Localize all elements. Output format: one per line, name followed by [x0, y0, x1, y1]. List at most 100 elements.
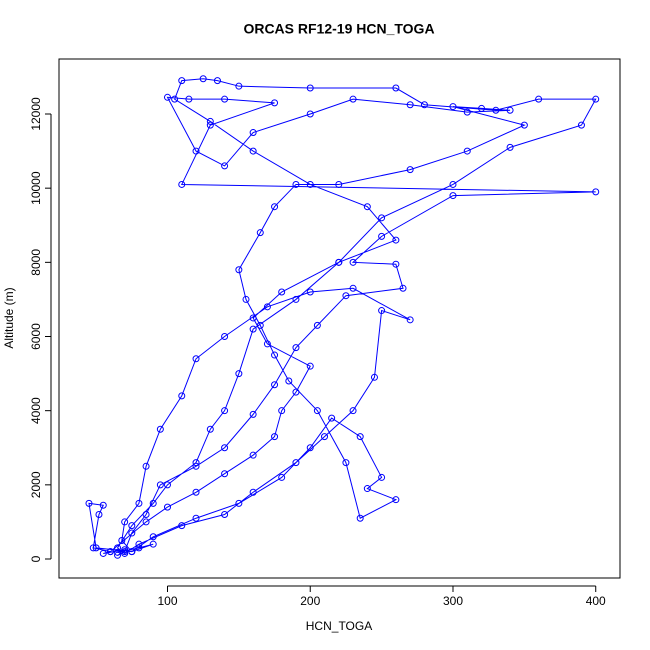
data-point: [106, 548, 114, 556]
data-point: [185, 95, 193, 103]
data-point: [335, 180, 343, 188]
data-point: [249, 314, 257, 322]
data-point: [592, 188, 600, 196]
data-point: [206, 117, 214, 125]
data-point: [506, 106, 514, 114]
data-point: [370, 373, 378, 381]
data-point: [306, 110, 314, 118]
data-point: [206, 121, 214, 129]
data-point: [235, 499, 243, 507]
data-point: [313, 407, 321, 415]
data-point: [592, 95, 600, 103]
data-point: [221, 444, 229, 452]
data-point: [135, 540, 143, 548]
data-point: [378, 232, 386, 240]
data-point: [292, 344, 300, 352]
data-point: [249, 129, 257, 137]
data-point: [306, 180, 314, 188]
data-point: [278, 407, 286, 415]
data-point: [89, 544, 97, 552]
data-point: [420, 101, 428, 109]
data-point: [163, 503, 171, 511]
data-point: [142, 462, 150, 470]
data-point: [199, 75, 207, 83]
data-point: [221, 95, 229, 103]
data-point: [577, 121, 585, 129]
data-point: [192, 514, 200, 522]
x-tick-label: 400: [586, 594, 606, 608]
data-point: [349, 95, 357, 103]
data-point: [392, 84, 400, 92]
data-point: [256, 229, 264, 237]
data-point: [356, 433, 364, 441]
data-point: [449, 103, 457, 111]
data-point: [263, 340, 271, 348]
data-point: [285, 377, 293, 385]
data-point: [114, 544, 122, 552]
data-point: [249, 410, 257, 418]
data-point: [221, 511, 229, 519]
data-point: [306, 84, 314, 92]
data-point: [221, 470, 229, 478]
data-point: [221, 407, 229, 415]
data-point: [321, 433, 329, 441]
y-tick-label: 12000: [29, 97, 43, 131]
data-point: [378, 473, 386, 481]
data-point: [95, 511, 103, 519]
data-point: [392, 236, 400, 244]
data-point: [171, 95, 179, 103]
data-point: [271, 99, 279, 107]
data-point: [263, 303, 271, 311]
data-point: [121, 546, 129, 554]
data-point: [149, 540, 157, 548]
data-point: [378, 307, 386, 315]
data-point: [292, 459, 300, 467]
data-point: [213, 77, 221, 85]
data-point: [235, 266, 243, 274]
y-tick-label: 2000: [29, 471, 43, 498]
x-tick-label: 300: [443, 594, 463, 608]
data-point: [342, 459, 350, 467]
data-point: [142, 511, 150, 519]
data-point: [128, 529, 136, 537]
data-point: [92, 544, 100, 552]
data-point: [178, 77, 186, 85]
data-point: [406, 166, 414, 174]
y-tick-label: 6000: [29, 323, 43, 350]
data-point: [292, 295, 300, 303]
data-point: [271, 381, 279, 389]
data-point: [235, 370, 243, 378]
data-line: [88, 78, 597, 556]
data-point: [256, 321, 264, 329]
data-point: [192, 147, 200, 155]
data-point: [99, 501, 107, 509]
data-point: [392, 496, 400, 504]
data-point: [271, 433, 279, 441]
x-tick-label: 200: [300, 594, 320, 608]
data-point: [163, 481, 171, 489]
plot-frame: [58, 58, 621, 579]
data-point: [506, 143, 514, 151]
data-point: [235, 82, 243, 90]
data-point: [478, 104, 486, 112]
data-point: [192, 488, 200, 496]
x-tick-label: 100: [157, 594, 177, 608]
data-point: [142, 518, 150, 526]
data-point: [156, 481, 164, 489]
data-point: [349, 284, 357, 292]
data-point: [356, 514, 364, 522]
data-point: [463, 108, 471, 116]
data-point: [121, 548, 129, 556]
y-tick-label: 8000: [29, 249, 43, 276]
data-point: [163, 93, 171, 101]
x-axis-label: HCN_TOGA: [306, 619, 372, 633]
data-point: [520, 121, 528, 129]
data-point: [249, 325, 257, 333]
data-point: [306, 444, 314, 452]
data-point: [335, 258, 343, 266]
data-point: [99, 549, 107, 557]
data-point: [399, 284, 407, 292]
data-point: [306, 288, 314, 296]
data-point: [149, 499, 157, 507]
